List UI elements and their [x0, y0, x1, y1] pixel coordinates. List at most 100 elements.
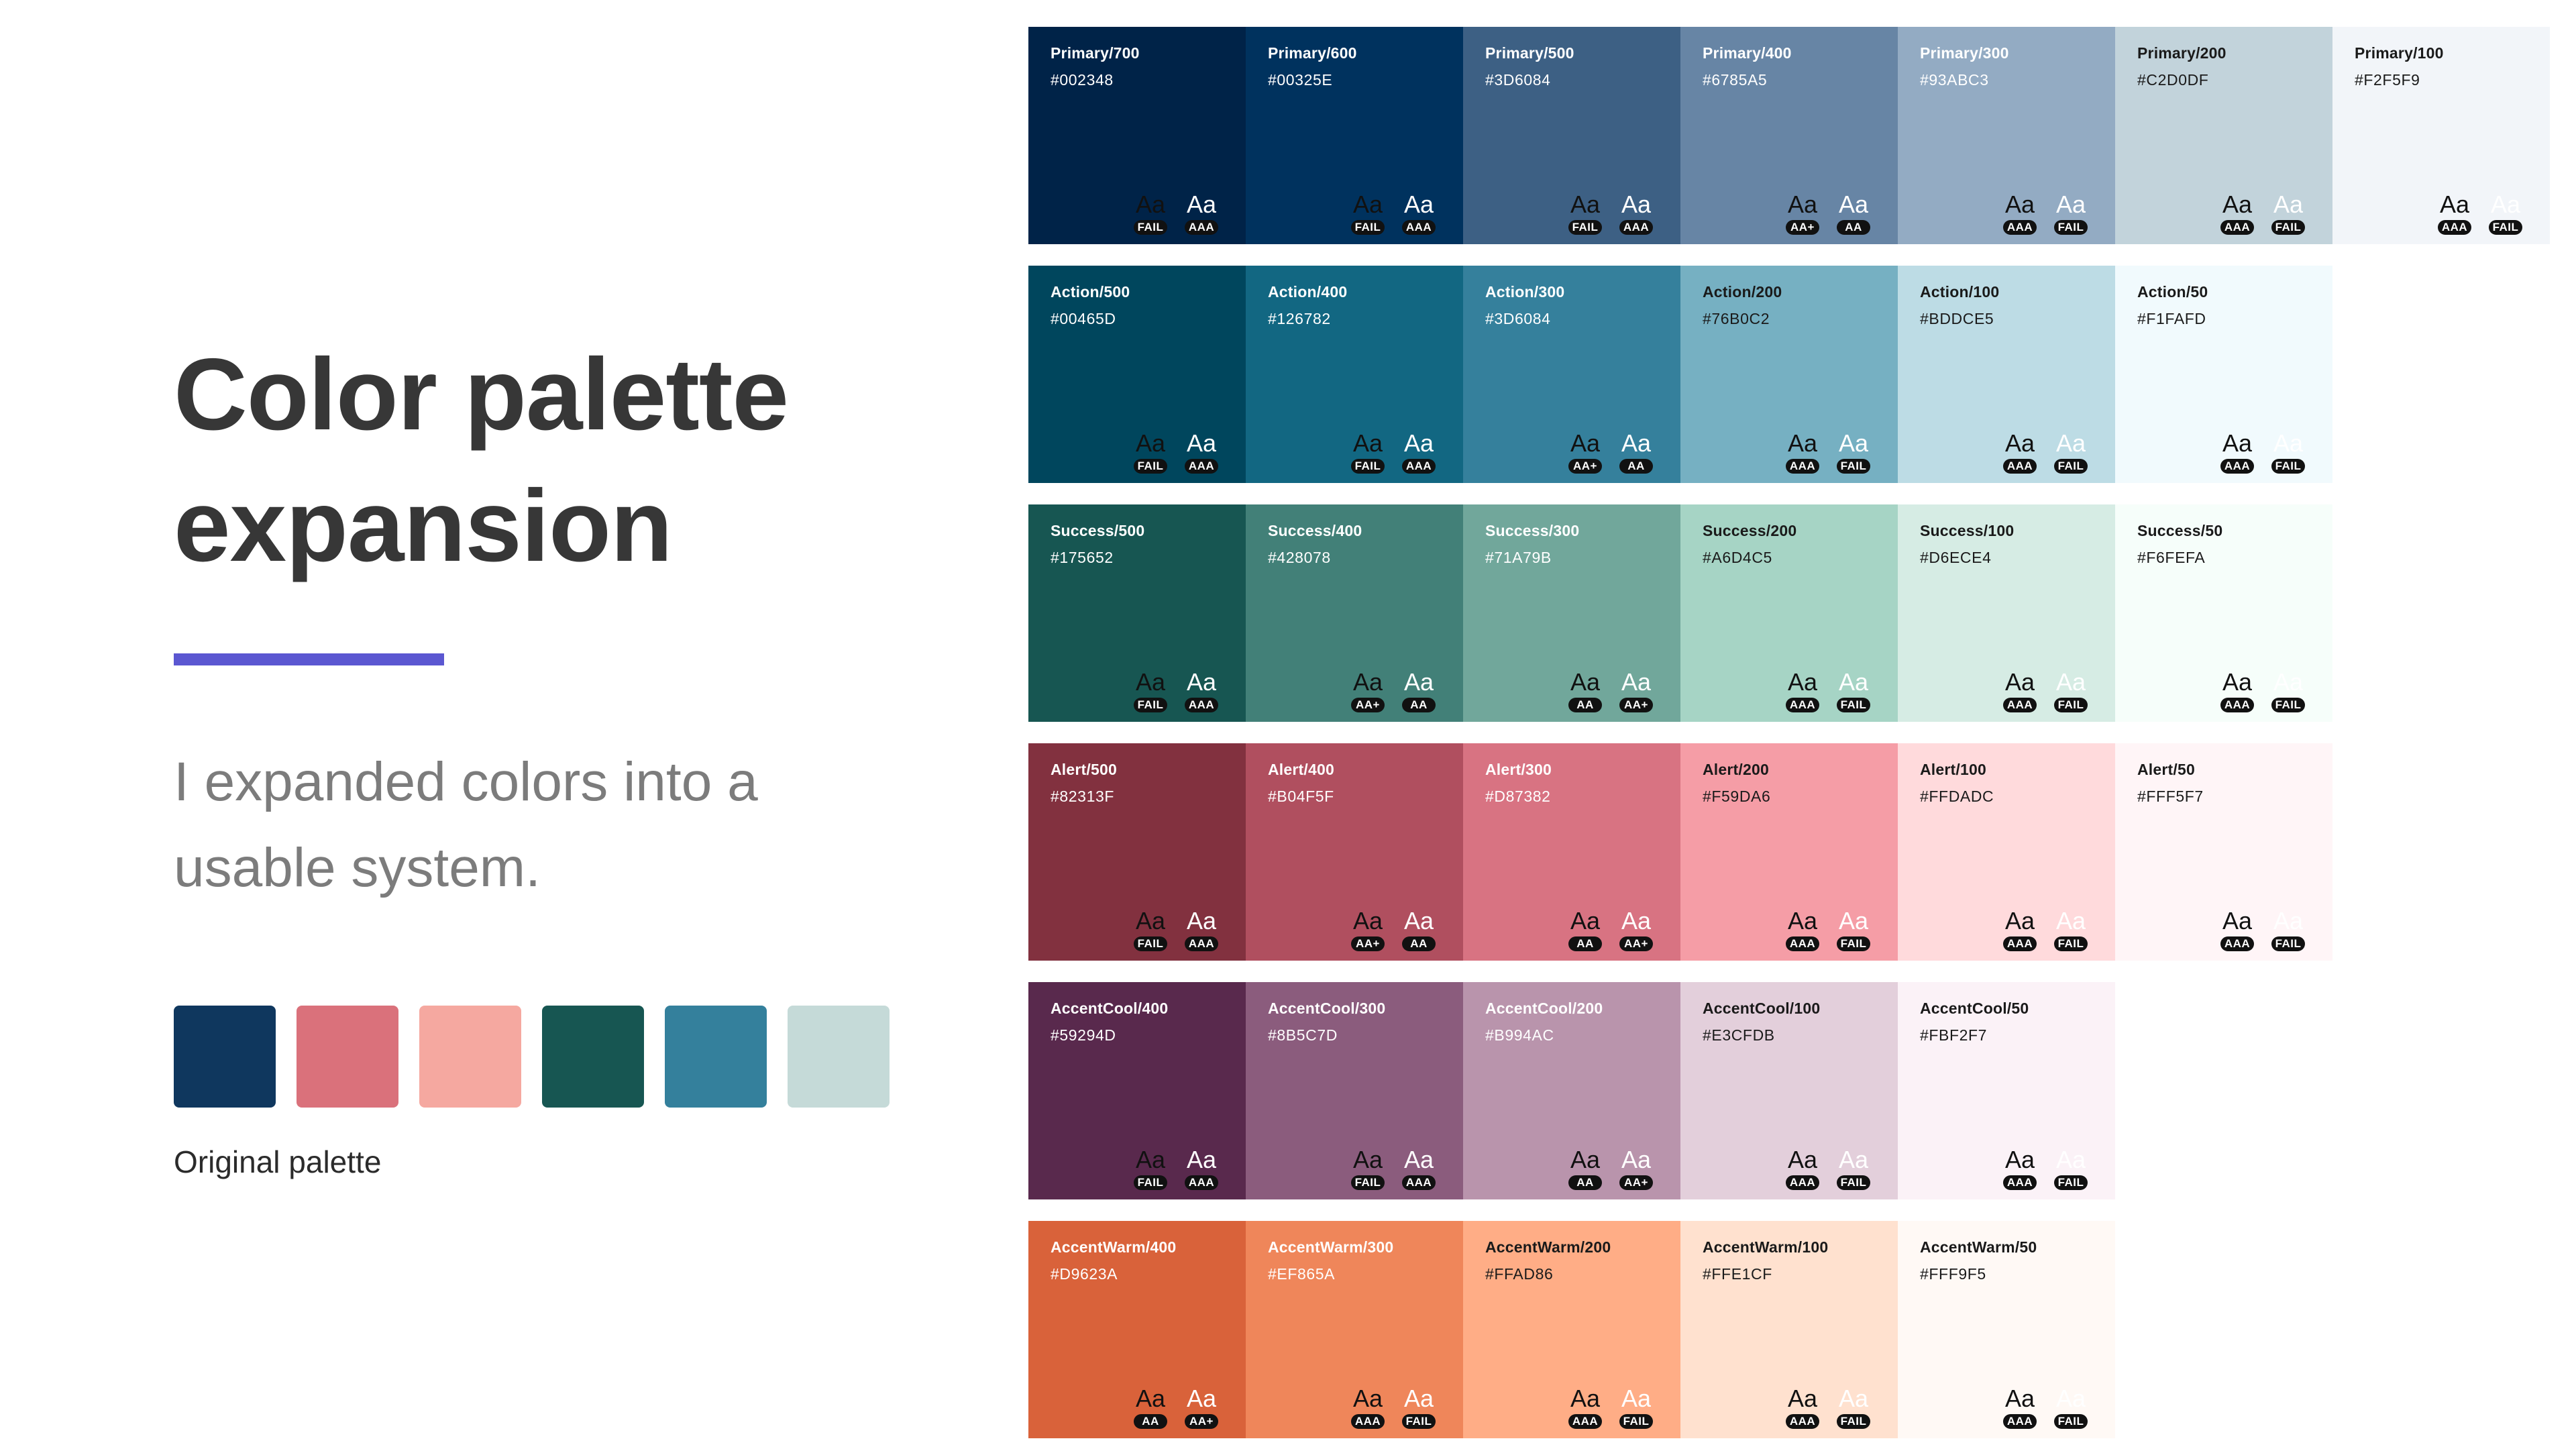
aa-sample-text: Aa [1570, 1146, 1601, 1173]
color-swatch: Alert/100 #FFDADC Aa AAA Aa FAIL [1898, 743, 2115, 961]
light-text-sample: Aa AAA [1184, 191, 1219, 235]
swatch-hex: #175652 [1051, 549, 1114, 566]
light-text-sample: Aa FAIL [2271, 429, 2306, 474]
contrast-samples: Aa AA Aa AA+ [1568, 1146, 1654, 1190]
dark-text-sample: Aa AA [1568, 1146, 1603, 1190]
page-title: Color palette expansion [174, 329, 932, 592]
aa-sample-text: Aa [1186, 1146, 1217, 1173]
original-palette-swatch [419, 1006, 521, 1108]
light-text-sample: Aa AAA [1401, 429, 1436, 474]
contrast-badge: FAIL [2488, 220, 2523, 235]
aa-sample-text: Aa [1135, 191, 1166, 218]
dark-text-sample: Aa AAA [1785, 1146, 1820, 1190]
contrast-samples: Aa FAIL Aa AAA [1133, 191, 1219, 235]
swatch-hex: #3D6084 [1485, 71, 1551, 89]
aa-sample-text: Aa [2273, 429, 2304, 457]
aa-sample-text: Aa [1570, 907, 1601, 934]
swatch-name: AccentCool/100 [1703, 1000, 1821, 1017]
aa-sample-text: Aa [1787, 907, 1818, 934]
subtitle-line: usable system. [174, 837, 541, 898]
light-text-sample: Aa AAA [1184, 907, 1219, 951]
aa-sample-text: Aa [1787, 1385, 1818, 1412]
contrast-samples: Aa AA+ Aa AA [1350, 668, 1436, 712]
light-text-sample: Aa FAIL [2053, 907, 2088, 951]
aa-sample-text: Aa [1621, 429, 1652, 457]
swatch-name: Action/50 [2137, 283, 2208, 301]
contrast-badge: AAA [1184, 698, 1219, 712]
swatch-name: Alert/100 [1920, 761, 1986, 778]
swatch-hex: #126782 [1268, 310, 1331, 327]
aa-sample-text: Aa [2004, 907, 2035, 934]
swatch-name: AccentCool/300 [1268, 1000, 1386, 1017]
contrast-badge: AAA [1184, 1175, 1219, 1190]
color-swatch: Success/100 #D6ECE4 Aa AAA Aa FAIL [1898, 504, 2115, 722]
original-palette-swatch [297, 1006, 398, 1108]
aa-sample-text: Aa [1838, 1146, 1869, 1173]
dark-text-sample: Aa AAA [2002, 668, 2037, 712]
dark-text-sample: Aa AA+ [1350, 907, 1385, 951]
swatch-name: Action/400 [1268, 283, 1348, 301]
palette-row: AccentCool/400 #59294D Aa FAIL Aa AAA AccentCo… [1028, 982, 2555, 1199]
contrast-badge: FAIL [1133, 936, 1168, 951]
aa-sample-text: Aa [1352, 668, 1383, 696]
color-swatch: AccentWarm/100 #FFE1CF Aa AAA Aa FAIL [1680, 1221, 1898, 1438]
swatch-hex: #D87382 [1485, 788, 1551, 805]
contrast-badge: AAA [1350, 1414, 1385, 1429]
contrast-badge: AAA [2002, 220, 2037, 235]
contrast-samples: Aa FAIL Aa AAA [1350, 191, 1436, 235]
light-text-sample: Aa FAIL [1836, 1385, 1871, 1429]
original-palette-swatch [788, 1006, 890, 1108]
contrast-badge: AAA [1568, 1414, 1603, 1429]
aa-sample-text: Aa [1135, 1385, 1166, 1412]
swatch-name: Primary/700 [1051, 44, 1140, 62]
color-swatch: AccentWarm/200 #FFAD86 Aa AAA Aa FAIL [1463, 1221, 1680, 1438]
aa-sample-text: Aa [1787, 668, 1818, 696]
aa-sample-text: Aa [2004, 668, 2035, 696]
aa-sample-text: Aa [1135, 1146, 1166, 1173]
contrast-badge: AA [1837, 220, 1870, 235]
swatch-name: Action/100 [1920, 283, 2000, 301]
light-text-sample: Aa FAIL [2488, 191, 2523, 235]
color-swatch: Action/50 #F1FAFD Aa AAA Aa FAIL [2115, 266, 2332, 483]
contrast-samples: Aa AAA Aa FAIL [2220, 907, 2306, 951]
aa-sample-text: Aa [1352, 1385, 1383, 1412]
swatch-hex: #FBF2F7 [1920, 1026, 1988, 1044]
swatch-hex: #FFE1CF [1703, 1265, 1772, 1283]
contrast-badge: AAA [2002, 936, 2037, 951]
palette-row: Success/500 #175652 Aa FAIL Aa AAA Success/400… [1028, 504, 2555, 722]
swatch-hex: #E3CFDB [1703, 1026, 1775, 1044]
aa-sample-text: Aa [2055, 1385, 2086, 1412]
swatch-hex: #C2D0DF [2137, 71, 2209, 89]
palette-row: Alert/500 #82313F Aa FAIL Aa AAA Alert/400 #B04… [1028, 743, 2555, 961]
swatch-name: Success/300 [1485, 522, 1580, 539]
contrast-badge: FAIL [2271, 459, 2306, 474]
swatch-name: Primary/300 [1920, 44, 2009, 62]
contrast-badge: FAIL [2053, 698, 2088, 712]
swatch-hex: #D6ECE4 [1920, 549, 1992, 566]
aa-sample-text: Aa [1621, 1146, 1652, 1173]
dark-text-sample: Aa AAA [2220, 668, 2255, 712]
aa-sample-text: Aa [2222, 429, 2253, 457]
swatch-name: AccentCool/200 [1485, 1000, 1603, 1017]
dark-text-sample: Aa AAA [2220, 191, 2255, 235]
swatch-hex: #FFF9F5 [1920, 1265, 1986, 1283]
contrast-badge: FAIL [1836, 459, 1871, 474]
dark-text-sample: Aa AAA [2437, 191, 2472, 235]
color-swatch: Success/300 #71A79B Aa AA Aa AA+ [1463, 504, 1680, 722]
light-text-sample: Aa AA+ [1619, 1146, 1654, 1190]
dark-text-sample: Aa AA+ [1568, 429, 1603, 474]
dark-text-sample: Aa AA+ [1785, 191, 1820, 235]
aa-sample-text: Aa [1621, 1385, 1652, 1412]
aa-sample-text: Aa [1186, 907, 1217, 934]
aa-sample-text: Aa [1186, 1385, 1217, 1412]
swatch-name: AccentCool/400 [1051, 1000, 1169, 1017]
contrast-badge: AA+ [1185, 1414, 1218, 1429]
dark-text-sample: Aa AAA [1785, 429, 1820, 474]
swatch-name: Success/400 [1268, 522, 1362, 539]
swatch-hex: #D9623A [1051, 1265, 1118, 1283]
light-text-sample: Aa FAIL [1836, 668, 1871, 712]
contrast-badge: FAIL [1836, 698, 1871, 712]
light-text-sample: Aa AA [1401, 907, 1436, 951]
contrast-badge: FAIL [2053, 459, 2088, 474]
swatch-name: Success/500 [1051, 522, 1145, 539]
